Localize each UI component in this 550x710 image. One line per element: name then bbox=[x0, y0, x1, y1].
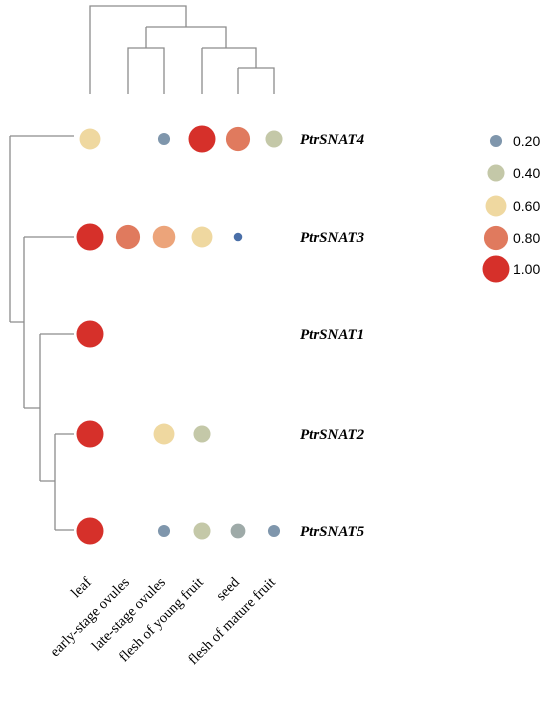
bubble-PtrSNAT4-2 bbox=[157, 132, 171, 146]
legend-label-2: 0.60 bbox=[513, 198, 540, 214]
legend-label-4: 1.00 bbox=[513, 261, 540, 277]
column-label-0: leaf bbox=[68, 574, 95, 601]
bubble-PtrSNAT5-4 bbox=[230, 523, 246, 539]
legend-swatch-1 bbox=[487, 164, 505, 182]
bubble-layer bbox=[76, 125, 283, 545]
bubble-PtrSNAT4-5 bbox=[265, 130, 283, 148]
legend: 0.20 0.40 0.60 0.80 1.00 bbox=[482, 133, 540, 283]
bubble-PtrSNAT2-2 bbox=[153, 423, 175, 445]
legend-swatch-0 bbox=[489, 134, 503, 148]
bubble-PtrSNAT3-0 bbox=[76, 223, 104, 251]
bubble-PtrSNAT1-0 bbox=[76, 320, 104, 348]
column-label-4: seed bbox=[213, 574, 243, 604]
legend-swatch-4 bbox=[482, 255, 510, 283]
row-label-PtrSNAT3: PtrSNAT3 bbox=[300, 230, 365, 246]
row-labels: PtrSNAT4 PtrSNAT3 PtrSNAT1 PtrSNAT2 PtrSNAT5 bbox=[300, 132, 365, 540]
bubble-PtrSNAT3-3 bbox=[191, 226, 213, 248]
bubble-PtrSNAT5-2 bbox=[157, 524, 171, 538]
bubble-PtrSNAT5-3 bbox=[193, 522, 211, 540]
bubble-PtrSNAT4-4 bbox=[225, 126, 251, 152]
bubble-PtrSNAT3-2 bbox=[152, 225, 176, 249]
bubble-PtrSNAT2-0 bbox=[76, 420, 104, 448]
legend-label-0: 0.20 bbox=[513, 133, 540, 149]
bubble-PtrSNAT3-4 bbox=[233, 232, 243, 242]
row-label-PtrSNAT1: PtrSNAT1 bbox=[300, 327, 364, 343]
row-label-PtrSNAT2: PtrSNAT2 bbox=[300, 427, 365, 443]
bubble-PtrSNAT4-3 bbox=[188, 125, 216, 153]
row-label-PtrSNAT5: PtrSNAT5 bbox=[300, 524, 365, 540]
row-label-PtrSNAT4: PtrSNAT4 bbox=[300, 132, 365, 148]
legend-label-1: 0.40 bbox=[513, 165, 540, 181]
bubble-PtrSNAT3-1 bbox=[115, 224, 141, 250]
row-dendrogram bbox=[9, 135, 74, 531]
legend-swatch-3 bbox=[483, 225, 509, 251]
legend-label-3: 0.80 bbox=[513, 230, 540, 246]
bubble-PtrSNAT5-0 bbox=[76, 517, 104, 545]
column-dendrogram bbox=[89, 5, 275, 94]
bubble-PtrSNAT5-5 bbox=[267, 524, 281, 538]
bubble-PtrSNAT4-0 bbox=[79, 128, 101, 150]
legend-swatch-2 bbox=[485, 195, 507, 217]
bubble-PtrSNAT2-3 bbox=[193, 425, 211, 443]
